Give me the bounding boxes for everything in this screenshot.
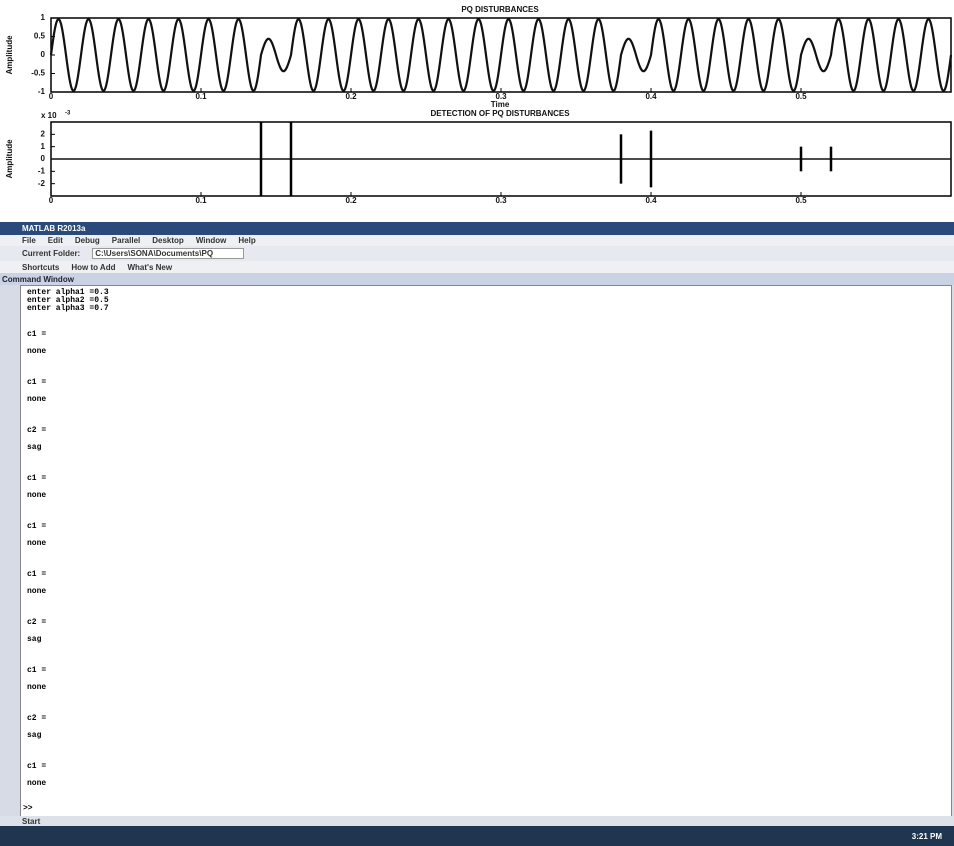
output-name: c1 = [27,378,46,387]
output-name: c2 = [27,426,46,435]
output-name: c1 = [27,666,46,675]
chart-title: PQ DISTURBANCES [461,5,539,14]
output-name: c1 = [27,762,46,771]
y-label: Amplitude [5,139,14,179]
waveform [51,19,951,91]
x-tick-label: 0.2 [345,196,357,205]
y-tick-label: -2 [38,179,46,188]
y-multiplier: x 10 [41,111,57,120]
output-value: sag [27,443,41,452]
x-tick-label: 0.1 [195,196,207,205]
menu-item: Window [196,236,227,245]
panel-title: Command Window [2,275,74,284]
y-tick-label: -1 [38,87,46,96]
menu-bar: File Edit Debug Parallel Desktop Window Help [0,235,954,246]
x-tick-label: 0.3 [495,92,507,101]
prompt: >> [23,804,33,813]
panel-header: Command Window [0,273,954,285]
y-tick-label: 1 [41,13,46,22]
output-value: sag [27,635,41,644]
menu-item: Parallel [112,236,140,245]
output-value: none [27,491,46,500]
output-name: c1 = [27,522,46,531]
chart-title: DETECTION OF PQ DISTURBANCES [430,109,570,118]
x-tick-label: 0.5 [795,196,807,205]
y-tick-label: 2 [41,129,46,138]
y-tick-label: 1 [41,142,46,151]
folder-label: Current Folder: [22,249,80,258]
output-value: none [27,779,46,788]
output-value: none [27,539,46,548]
menu-item: File [22,236,36,245]
start-label[interactable]: Start [22,817,40,826]
toolbar: Current Folder: C:\Users\SONA\Documents\… [0,246,954,261]
x-tick-label: 0.4 [645,92,657,101]
output-value: sag [27,731,41,740]
x-tick-label: 0.1 [195,92,207,101]
window-title: MATLAB R2013a [22,224,85,233]
y-tick-label: 0.5 [34,32,46,41]
shortcut: What's New [127,263,172,272]
menu-item: Help [238,236,255,245]
output-value: none [27,347,46,356]
y-tick-label: 0 [41,50,46,59]
taskbar: 3:21 PM [0,826,954,846]
x-tick-label: 0.2 [345,92,357,101]
y-tick-label: -0.5 [31,69,45,78]
output-name: c1 = [27,474,46,483]
x-tick-label: 0 [49,196,54,205]
output-name: c1 = [27,330,46,339]
menu-item: Desktop [152,236,184,245]
x-tick-label: 0.5 [795,92,807,101]
y-tick-label: -1 [38,166,46,175]
shortcut: How to Add [71,263,115,272]
input-line: enter alpha3 =0.7 [27,304,109,313]
output-value: none [27,683,46,692]
shortcuts-bar: Shortcuts How to Add What's New [0,261,954,273]
shortcut: Shortcuts [22,263,59,272]
folder-path[interactable]: C:\Users\SONA\Documents\PQ [92,248,244,259]
status-bar: Start [0,816,954,826]
clock: 3:21 PM [912,832,942,841]
menu-item: Debug [75,236,100,245]
output-name: c2 = [27,618,46,627]
output-name: c1 = [27,570,46,579]
x-tick-label: 0.4 [645,196,657,205]
y-tick-label: 0 [41,154,46,163]
matlab-window: MATLAB R2013a File Edit Debug Parallel Deskt… [0,222,954,846]
page: PQ DISTURBANCESAmplitudeTime10.50-0.5-10… [0,0,954,846]
output-name: c2 = [27,714,46,723]
menu-item: Edit [48,236,63,245]
x-tick-label: 0 [49,92,54,101]
y-label: Amplitude [5,35,14,75]
y-exponent: -3 [65,111,71,117]
plots: PQ DISTURBANCESAmplitudeTime10.50-0.5-10… [0,0,954,215]
output-value: none [27,395,46,404]
output-value: none [27,587,46,596]
x-tick-label: 0.3 [495,196,507,205]
x-label: Time [491,100,510,109]
title-bar: MATLAB R2013a [0,222,954,235]
